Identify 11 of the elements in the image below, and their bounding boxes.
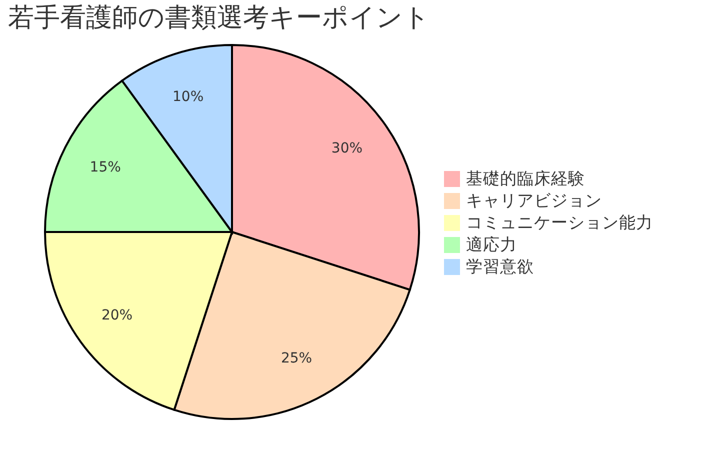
- data-label: 25%: [280, 350, 312, 367]
- legend-label: 学習意欲: [466, 256, 534, 278]
- legend-label: コミュニケーション能力: [466, 212, 653, 234]
- legend-label: キャリアビジョン: [466, 190, 602, 212]
- chart-title: 若手看護師の書類選考キーポイント: [8, 2, 430, 34]
- legend-label: 基礎的臨床経験: [466, 168, 585, 190]
- data-label: 30%: [331, 140, 363, 156]
- data-label: 20%: [101, 308, 133, 324]
- data-label: 15%: [90, 159, 121, 176]
- legend-label: 適応力: [466, 234, 517, 256]
- data-label: 10%: [172, 88, 204, 105]
